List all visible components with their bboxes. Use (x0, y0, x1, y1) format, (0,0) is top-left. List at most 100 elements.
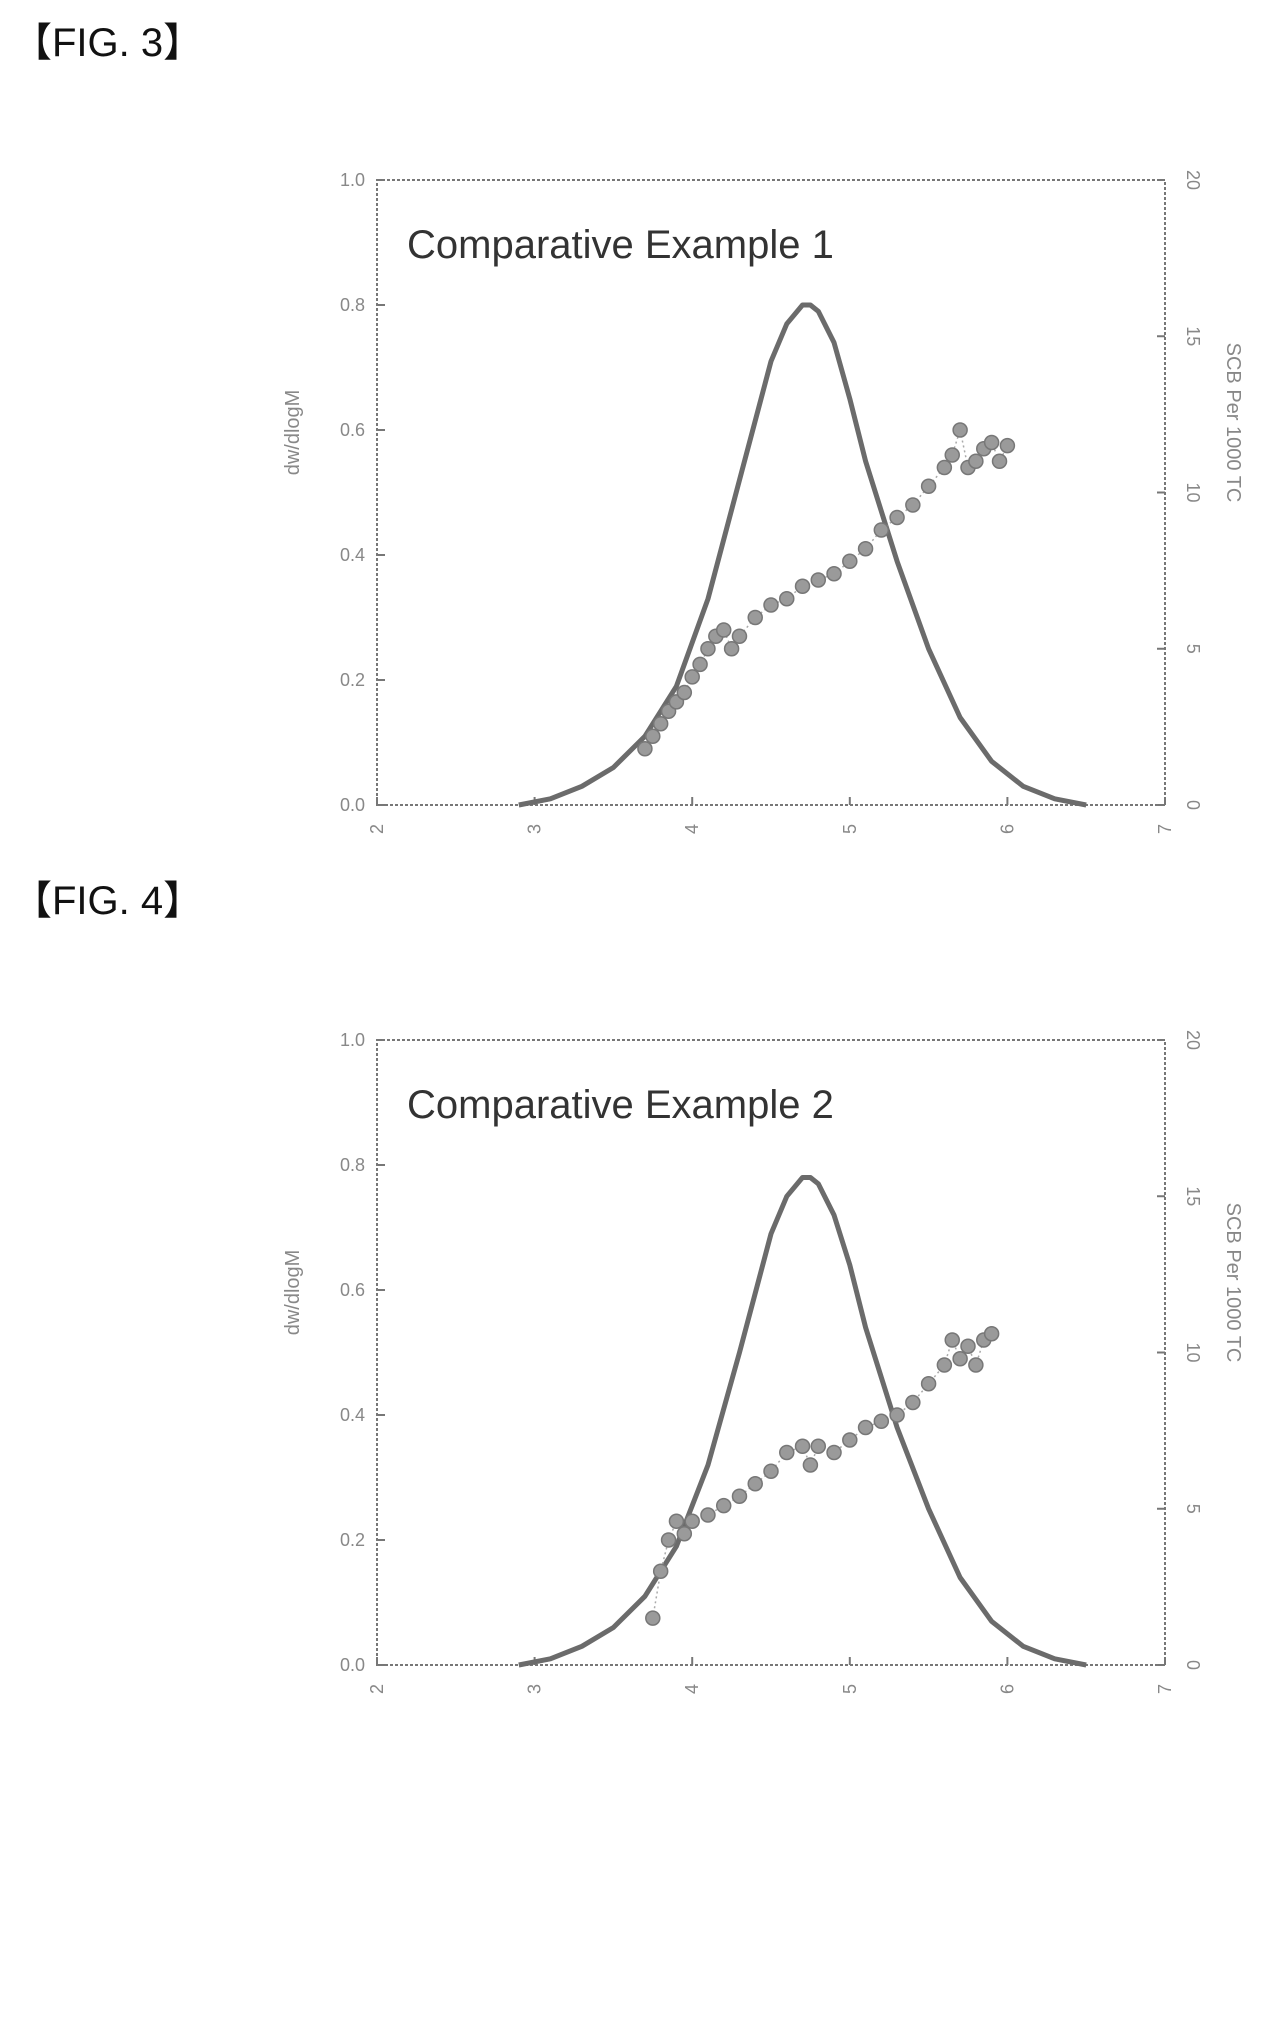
scb-data-point (905, 1394, 921, 1411)
scb-data-point (889, 509, 905, 526)
scb-data-point (842, 1432, 858, 1448)
chart-annotation: Comparative Example 2 (407, 1083, 834, 1127)
scb-data-point (723, 641, 740, 657)
y-tick-label: 0.6 (340, 420, 365, 440)
chart-annotation: Comparative Example 1 (407, 223, 834, 267)
y-axis-label: dw/dlogM (282, 390, 304, 476)
x-tick-label: 4 (682, 1684, 702, 1694)
scb-data-point (944, 1332, 960, 1348)
x-tick-label: 7 (1155, 824, 1175, 834)
scb-data-point (676, 1526, 693, 1542)
plot-frame (376, 1039, 1166, 1666)
scb-data-point (763, 1463, 779, 1479)
scb-data-point (952, 422, 968, 438)
y2-tick-label: 15 (1183, 1186, 1203, 1206)
chart-fig3: 2345670.00.20.40.60.81.005101520logMdw/d… (0, 150, 1270, 870)
scb-data-point (779, 591, 795, 607)
x-tick-label: 5 (840, 824, 860, 834)
y-tick-label: 0.2 (340, 1530, 365, 1550)
scb-data-point (810, 572, 827, 588)
scb-data-point (779, 1444, 795, 1461)
scb-data-point (676, 684, 693, 701)
scb-data-point (826, 566, 842, 582)
scb-data-point (905, 497, 921, 513)
x-tick-label: 7 (1155, 1684, 1175, 1694)
y2-tick-label: 5 (1183, 644, 1203, 654)
scb-data-point (873, 522, 890, 538)
scb-data-point (715, 622, 732, 638)
x-tick-label: 5 (840, 1684, 860, 1694)
y-tick-label: 0.8 (340, 295, 365, 315)
y-tick-label: 0.6 (340, 1280, 365, 1300)
scb-data-point (715, 1497, 732, 1514)
scb-data-point (968, 1357, 984, 1373)
y-axis-label: dw/dlogM (282, 1250, 304, 1336)
y2-axis-label: SCB Per 1000 TC (1222, 1203, 1244, 1363)
scb-data-point (684, 1513, 700, 1529)
scb-data-point (983, 1326, 1000, 1342)
scb-data-point (920, 478, 937, 494)
plot-frame (376, 179, 1166, 806)
scb-data-point (763, 597, 779, 613)
y-tick-label: 1.0 (340, 1030, 365, 1050)
x-tick-label: 2 (367, 1684, 387, 1694)
scb-data-point (794, 1438, 811, 1454)
chart-fig4: 2345670.00.20.40.60.81.005101520logMdw/d… (0, 1010, 1270, 1730)
scb-data-point (802, 1457, 819, 1473)
scb-data-point (731, 628, 748, 644)
scb-data-point (857, 1419, 874, 1436)
scb-data-point (857, 541, 874, 557)
scb-data-point (952, 1351, 968, 1367)
scb-data-point (747, 1476, 763, 1492)
y2-tick-label: 20 (1183, 1030, 1203, 1050)
distribution-curve (518, 302, 1087, 808)
scb-data-point (794, 578, 811, 594)
scb-data-point (660, 1532, 677, 1548)
y2-tick-label: 10 (1183, 1342, 1203, 1362)
scb-data-point (692, 656, 708, 673)
y-tick-label: 0.4 (340, 1405, 365, 1425)
x-tick-label: 3 (525, 1684, 545, 1694)
figure-label-3: 【FIG. 3】 (12, 21, 204, 65)
x-tick-label: 3 (525, 824, 545, 834)
y2-tick-label: 5 (1183, 1504, 1203, 1514)
scb-data-point (668, 1513, 685, 1529)
y-tick-label: 0.0 (340, 1655, 365, 1675)
scb-data-point (731, 1488, 748, 1504)
scb-data-point (652, 716, 669, 732)
scb-data-point (944, 447, 960, 463)
x-tick-label: 6 (997, 1684, 1017, 1694)
figure-label-4: 【FIG. 4】 (12, 879, 204, 923)
scb-data-point (968, 453, 984, 469)
scb-data-point (637, 741, 653, 757)
scb-data-point (889, 1407, 905, 1423)
y-tick-label: 0.4 (340, 545, 365, 565)
scb-data-point (652, 1563, 669, 1579)
scb-data-point (991, 453, 1008, 469)
y2-tick-label: 15 (1183, 326, 1203, 346)
y2-axis-label: SCB Per 1000 TC (1222, 343, 1244, 503)
scb-data-point (684, 669, 700, 685)
scb-data-point (826, 1444, 842, 1461)
scb-data-point (810, 1438, 827, 1454)
scb-data-point (999, 437, 1016, 454)
x-tick-label: 4 (682, 824, 702, 834)
scb-data-point (983, 434, 1000, 451)
scb-data-point (920, 1376, 937, 1392)
y2-tick-label: 10 (1183, 482, 1203, 502)
y-tick-label: 0.0 (340, 795, 365, 815)
y2-tick-label: 0 (1183, 1660, 1203, 1670)
y-tick-label: 0.2 (340, 670, 365, 690)
scb-data-point (873, 1413, 890, 1429)
scb-data-point (645, 728, 661, 744)
distribution-curve (518, 1175, 1087, 1668)
scb-data-point (936, 459, 953, 476)
y-tick-label: 1.0 (340, 170, 365, 190)
y2-tick-label: 0 (1183, 800, 1203, 810)
scb-data-point (747, 609, 763, 626)
scb-data-point (645, 1610, 661, 1626)
scb-data-point (936, 1357, 953, 1373)
scb-data-point (700, 1507, 716, 1523)
scb-data-point (842, 553, 858, 569)
x-tick-label: 6 (997, 824, 1017, 834)
